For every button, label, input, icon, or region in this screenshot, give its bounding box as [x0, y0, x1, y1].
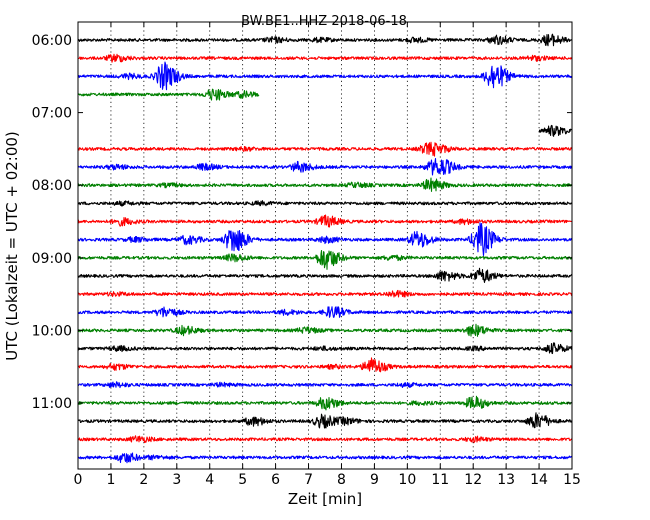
plot-frame [77, 21, 573, 470]
trace-1045 [77, 381, 573, 389]
y-tick-label: 09:00 [32, 251, 72, 267]
x-tick-label: 8 [337, 472, 346, 488]
trace-0830 [77, 214, 573, 228]
x-tick-label: 14 [530, 472, 548, 488]
trace-1115 [77, 412, 573, 429]
trace-0800 [77, 177, 573, 192]
trace-0630 [77, 61, 573, 91]
x-tick-label: 9 [370, 472, 379, 488]
x-tick-label: 5 [238, 472, 247, 488]
seismogram-traces [77, 33, 573, 464]
x-tick-label: 0 [74, 472, 83, 488]
x-tick-label: 13 [497, 472, 515, 488]
trace-0945 [77, 306, 573, 318]
x-tick-label: 15 [563, 472, 581, 488]
x-axis-label: Zeit [min] [288, 490, 362, 508]
trace-0615 [77, 53, 573, 63]
trace-0600 [77, 33, 573, 47]
trace-0745 [77, 158, 573, 176]
x-tick-label: 12 [464, 472, 482, 488]
y-axis-ticks: 06:00 07:00 08:00 09:00 10:00 11:00 [32, 33, 572, 412]
trace-1015 [77, 342, 573, 355]
trace-1100 [77, 395, 573, 411]
trace-0730 [77, 141, 573, 157]
vertical-grid [110, 22, 540, 469]
y-tick-label: 10:00 [32, 323, 72, 339]
x-tick-label: 2 [139, 472, 148, 488]
y-tick-label: 11:00 [32, 396, 72, 412]
trace-0930 [77, 289, 573, 298]
trace-0645 [77, 88, 260, 101]
trace-1000 [77, 323, 573, 337]
x-tick-label: 1 [106, 472, 115, 488]
trace-1030 [77, 357, 573, 373]
trace-0845 [77, 222, 573, 256]
x-tick-label: 10 [398, 472, 416, 488]
y-tick-label: 06:00 [32, 33, 72, 49]
trace-0715 [538, 124, 573, 137]
x-tick-label: 4 [205, 472, 214, 488]
x-tick-label: 11 [431, 472, 449, 488]
y-tick-label: 07:00 [32, 106, 72, 122]
y-axis-label: UTC (Lokalzeit = UTC + 02:00) [3, 131, 21, 361]
x-tick-label: 6 [271, 472, 280, 488]
x-tick-label: 7 [304, 472, 313, 488]
trace-0815 [77, 200, 573, 207]
trace-0900 [77, 250, 573, 270]
trace-1130 [77, 435, 573, 444]
x-tick-label: 3 [172, 472, 181, 488]
trace-0915 [77, 267, 573, 283]
trace-1145 [77, 452, 573, 464]
y-tick-label: 08:00 [32, 178, 72, 194]
x-axis-ticks: 0 1 2 3 4 5 6 7 8 9 10 11 12 13 14 15 [74, 22, 581, 488]
